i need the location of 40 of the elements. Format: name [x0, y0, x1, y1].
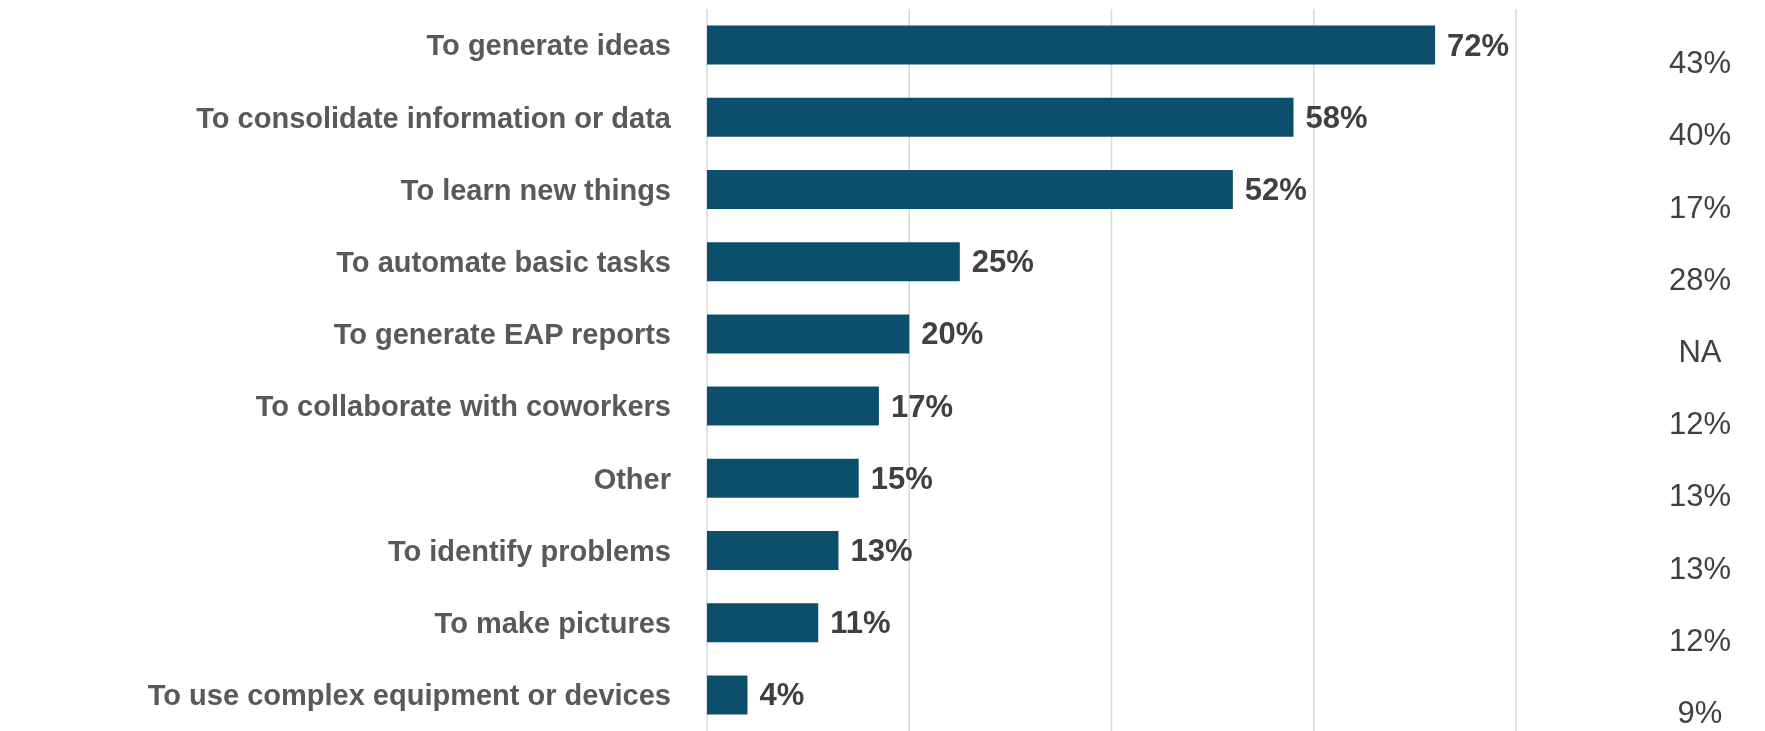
y-tick-label: Other — [593, 462, 671, 495]
bar — [707, 97, 1294, 137]
data-label: 15% — [870, 460, 933, 496]
text: 13% — [1667, 550, 1732, 587]
text: 12% — [1667, 406, 1732, 443]
bar — [707, 386, 879, 426]
y-tick-label: To collaborate with coworkers — [255, 390, 671, 423]
bar — [707, 25, 1436, 65]
data-label: 20% — [921, 316, 984, 352]
data-label: 17% — [890, 388, 953, 424]
bar — [707, 458, 859, 498]
text: 43% — [1667, 45, 1732, 82]
data-label: 13% — [850, 533, 913, 569]
text: 28% — [1667, 261, 1732, 298]
data-label: 11% — [830, 605, 891, 641]
y-tick-label: To learn new things — [400, 173, 671, 206]
y-tick-label: To automate basic tasks — [336, 246, 671, 278]
data-label: 52% — [1244, 172, 1307, 208]
bar — [707, 603, 819, 643]
y-tick-label: To identify problems — [387, 534, 671, 567]
text: 17% — [1667, 189, 1732, 226]
bar — [707, 170, 1233, 210]
text: 9% — [1676, 694, 1724, 731]
text: 40% — [1667, 117, 1732, 154]
data-label: 25% — [971, 244, 1034, 280]
data-label: 58% — [1305, 99, 1368, 135]
y-tick-label: To use complex equipment or devices — [147, 679, 671, 712]
data-label: 4% — [759, 677, 805, 713]
bar — [707, 531, 839, 571]
bar — [707, 314, 910, 354]
y-tick-label: To generate ideas — [426, 29, 671, 62]
text: 12% — [1667, 622, 1732, 659]
text: 13% — [1667, 478, 1732, 515]
y-tick-label: To make pictures — [434, 606, 671, 639]
y-tick-label: To consolidate information or data — [196, 101, 672, 134]
bar — [707, 675, 748, 715]
data-label: 72% — [1447, 27, 1510, 63]
y-tick-label: To generate EAP reports — [333, 318, 671, 351]
bar — [707, 242, 960, 282]
text: NA — [1677, 333, 1723, 370]
